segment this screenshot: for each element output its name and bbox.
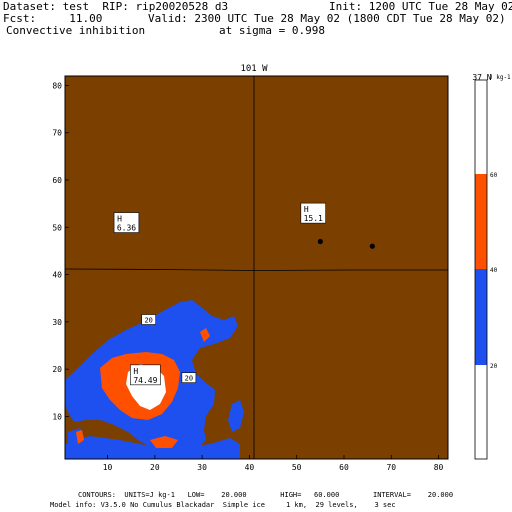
x-tick-label: 30 xyxy=(197,463,207,472)
x-tick-label: 10 xyxy=(103,463,113,472)
dataset-label: Dataset: test RIP: rip20020528 d3 xyxy=(3,0,229,13)
maximum-value: 15.1 xyxy=(304,214,323,223)
y-tick-label: 40 xyxy=(52,271,62,280)
y-tick-label: 10 xyxy=(52,412,62,421)
contour-40-60-small-b xyxy=(150,436,178,448)
x-tick-label: 50 xyxy=(292,463,302,472)
contour-label: 20 xyxy=(185,375,193,383)
maximum-tag: H xyxy=(304,205,309,214)
colorbar-label-40: 40 xyxy=(490,267,498,274)
maximum-box xyxy=(300,202,326,224)
colorbar: J kg-1 60 40 20 xyxy=(474,74,511,460)
maximum-box xyxy=(130,364,161,386)
x-tick-label: 60 xyxy=(339,463,349,472)
model-info: Model info: V3.5.0 No Cumulus Blackadar … xyxy=(50,501,396,509)
contour-label-box xyxy=(181,372,197,383)
colorbar-frame xyxy=(474,79,488,460)
colorbar-unit-label: J kg-1 xyxy=(489,74,511,81)
colorbar-40-60 xyxy=(475,174,487,269)
top-meridian-label: 101 W xyxy=(240,64,268,74)
contour-info: CONTOURS: UNITS=J kg-1 LOW= 20.000 HIGH=… xyxy=(78,491,454,499)
contour-20-40-south xyxy=(208,448,228,459)
sigma-level: at sigma = 0.998 xyxy=(219,24,325,37)
maximum-value: 6.36 xyxy=(117,224,136,233)
x-tick-label: 20 xyxy=(150,463,160,472)
contour-20-40-east xyxy=(228,400,244,432)
y-tick-label: 20 xyxy=(52,365,62,374)
x-tick-label: 80 xyxy=(434,463,444,472)
colorbar-below-20 xyxy=(475,365,487,459)
colorbar-20-40 xyxy=(475,269,487,365)
y-tick-label: 80 xyxy=(52,81,62,90)
station-dot xyxy=(369,243,375,249)
x-tick-label: 70 xyxy=(386,463,396,472)
contour-label-box xyxy=(141,314,156,325)
y-tick-label: 50 xyxy=(52,223,62,232)
init-time: Init: 1200 UTC Tue 28 May 02 xyxy=(329,0,512,13)
maximum-value: 74.49 xyxy=(133,376,157,385)
y-tick-label: 30 xyxy=(52,318,62,327)
plot-frame xyxy=(64,75,449,460)
maximum-tag: H xyxy=(117,215,122,224)
colorbar-label-60: 60 xyxy=(490,172,498,179)
parallel-37n xyxy=(64,268,448,271)
y-tick-label: 60 xyxy=(52,176,62,185)
x-axis: 10 20 30 40 50 60 70 80 xyxy=(103,455,444,472)
colorbar-above-60 xyxy=(475,80,487,174)
contour-label: 20 xyxy=(144,317,152,325)
valid-time: Valid: 2300 UTC Tue 28 May 02 (1800 CDT … xyxy=(148,12,506,25)
contour-40-60-small-a xyxy=(200,328,210,342)
y-tick-label: 70 xyxy=(52,129,62,138)
contour-20-40-bottom xyxy=(65,436,240,459)
x-tick-label: 40 xyxy=(245,463,255,472)
forecast-hour: Fcst: 11.00 xyxy=(3,12,103,25)
maximum-tag: H xyxy=(133,367,138,376)
y-axis: 10 20 30 40 50 60 70 80 xyxy=(52,81,69,421)
colorbar-label-20: 20 xyxy=(490,363,498,370)
station-dot xyxy=(317,238,323,245)
contour-40-60-small-c xyxy=(76,430,84,444)
right-parallel-label: 37 N xyxy=(472,73,491,82)
field-name: Convective inhibition xyxy=(6,24,146,37)
maximum-box xyxy=(113,212,140,233)
